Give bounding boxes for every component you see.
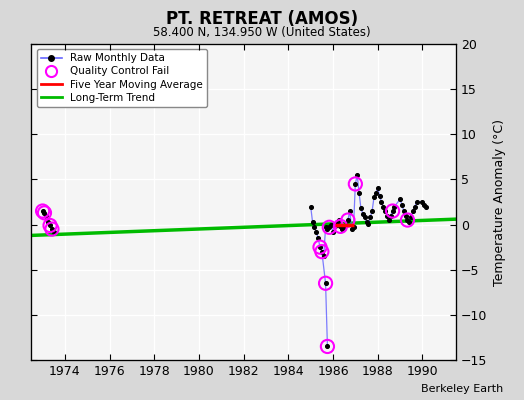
Point	[48, 226, 56, 232]
Point	[411, 203, 419, 210]
Point	[368, 208, 376, 214]
Point	[316, 244, 324, 250]
Point	[308, 219, 316, 225]
Point	[350, 224, 358, 230]
Point	[325, 224, 333, 230]
Point	[312, 228, 321, 235]
Point	[323, 343, 332, 350]
Point	[381, 208, 389, 214]
Point	[38, 208, 47, 214]
Point	[336, 223, 345, 230]
Point	[44, 219, 52, 225]
Point	[403, 217, 412, 223]
Point	[38, 208, 47, 214]
Point	[396, 196, 404, 202]
Point	[321, 280, 330, 286]
Point	[351, 181, 359, 187]
Point	[333, 219, 341, 225]
Point	[331, 223, 339, 230]
Point	[310, 224, 319, 230]
Point	[320, 253, 328, 259]
Point	[342, 221, 350, 228]
Point	[46, 222, 54, 229]
Point	[398, 202, 406, 208]
Point	[412, 199, 421, 205]
Point	[364, 220, 373, 227]
Point	[325, 224, 333, 230]
Point	[366, 214, 375, 220]
Text: 58.400 N, 134.950 W (United States): 58.400 N, 134.950 W (United States)	[153, 26, 371, 39]
Point	[46, 222, 54, 229]
Point	[400, 208, 408, 214]
Point	[361, 214, 369, 220]
Point	[316, 244, 324, 250]
Point	[40, 210, 49, 216]
Point	[323, 226, 332, 232]
Point	[375, 192, 384, 199]
Point	[418, 199, 427, 205]
Point	[321, 224, 330, 230]
Point	[314, 235, 322, 241]
Point	[323, 343, 332, 350]
Point	[379, 203, 387, 210]
Point	[377, 199, 386, 205]
Y-axis label: Temperature Anomaly (°C): Temperature Anomaly (°C)	[493, 118, 506, 286]
Point	[401, 212, 410, 219]
Point	[388, 208, 397, 214]
Point	[345, 208, 354, 214]
Point	[48, 226, 56, 232]
Point	[374, 185, 382, 192]
Point	[340, 224, 348, 230]
Text: Berkeley Earth: Berkeley Earth	[421, 384, 503, 394]
Point	[405, 219, 413, 225]
Point	[344, 217, 352, 223]
Point	[347, 226, 356, 232]
Point	[353, 172, 362, 178]
Point	[327, 222, 335, 229]
Point	[318, 248, 326, 255]
Point	[362, 219, 370, 225]
Point	[40, 210, 49, 216]
Legend: Raw Monthly Data, Quality Control Fail, Five Year Moving Average, Long-Term Tren: Raw Monthly Data, Quality Control Fail, …	[37, 49, 207, 107]
Point	[321, 280, 330, 286]
Point	[388, 208, 397, 214]
Point	[336, 223, 345, 230]
Point	[390, 203, 399, 210]
Point	[387, 212, 395, 219]
Point	[383, 212, 391, 219]
Point	[334, 217, 343, 223]
Point	[409, 208, 417, 214]
Text: PT. RETREAT (AMOS): PT. RETREAT (AMOS)	[166, 10, 358, 28]
Point	[307, 203, 315, 210]
Point	[50, 228, 58, 235]
Point	[420, 202, 429, 208]
Point	[42, 213, 50, 220]
Point	[329, 228, 337, 235]
Point	[351, 181, 359, 187]
Point	[357, 205, 365, 212]
Point	[403, 217, 412, 223]
Point	[372, 190, 380, 196]
Point	[385, 217, 393, 223]
Point	[318, 248, 326, 255]
Point	[407, 214, 416, 220]
Point	[344, 217, 352, 223]
Point	[358, 210, 367, 217]
Point	[355, 190, 363, 196]
Point	[370, 194, 378, 201]
Point	[338, 226, 346, 232]
Point	[422, 203, 430, 210]
